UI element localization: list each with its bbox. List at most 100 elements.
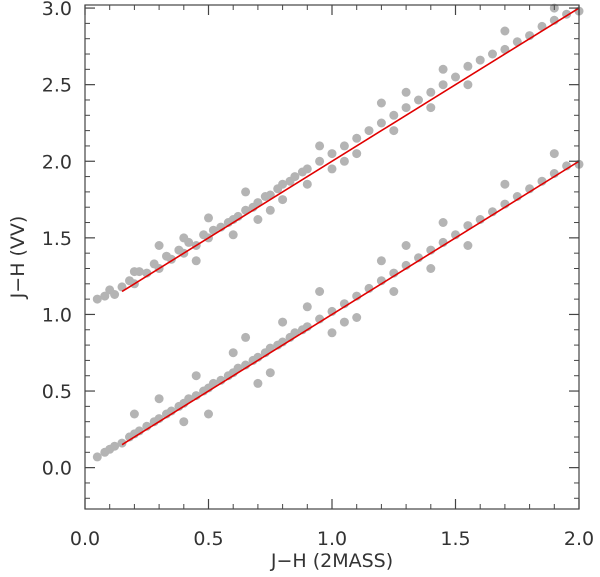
fit-line xyxy=(121,160,580,446)
data-point xyxy=(389,287,399,296)
data-point xyxy=(401,103,411,113)
data-point xyxy=(426,103,436,113)
y-tick-label: 2.5 xyxy=(42,75,72,97)
data-point xyxy=(327,328,337,338)
data-point xyxy=(463,80,473,90)
data-point xyxy=(110,290,120,299)
data-point xyxy=(401,87,411,97)
data-point xyxy=(204,409,213,419)
data-point xyxy=(475,55,485,65)
data-point xyxy=(208,225,218,235)
data-point xyxy=(208,378,218,388)
data-point xyxy=(352,313,362,322)
data-point xyxy=(278,317,288,327)
data-point xyxy=(278,179,288,189)
data-point xyxy=(191,256,201,266)
y-tick-label: 0.5 xyxy=(42,381,72,403)
y-tick-label: 1.0 xyxy=(42,304,72,326)
x-tick-label: 0.5 xyxy=(193,528,223,550)
data-point xyxy=(426,264,436,273)
data-point xyxy=(376,98,386,108)
plot-frame xyxy=(84,4,580,510)
y-axis-title: J−H (VV) xyxy=(7,216,29,300)
data-point xyxy=(290,172,300,182)
data-point xyxy=(100,291,110,301)
data-point xyxy=(253,378,263,388)
data-point xyxy=(179,417,189,427)
x-axis-title: J−H (2MASS) xyxy=(270,550,393,572)
y-tick-label: 3.0 xyxy=(42,0,72,20)
x-tick-label: 1.5 xyxy=(440,528,470,550)
data-point xyxy=(376,118,386,128)
data-point xyxy=(389,126,399,136)
data-point xyxy=(265,205,275,215)
data-point xyxy=(315,287,325,296)
data-point xyxy=(426,87,436,97)
data-point xyxy=(488,49,497,59)
data-point xyxy=(241,187,251,197)
data-point xyxy=(228,348,238,358)
data-point xyxy=(302,302,312,312)
data-point xyxy=(278,195,288,205)
data-point xyxy=(339,317,349,327)
data-point xyxy=(290,328,300,338)
data-point xyxy=(451,72,460,82)
data-point xyxy=(154,394,164,404)
data-point xyxy=(352,133,362,143)
data-point xyxy=(179,233,189,243)
data-point xyxy=(500,179,510,189)
data-point xyxy=(327,164,337,174)
data-point xyxy=(253,198,263,208)
data-point xyxy=(463,241,473,250)
data-point xyxy=(364,126,374,136)
data-point xyxy=(117,438,127,448)
data-point xyxy=(184,394,194,404)
data-point xyxy=(352,149,362,159)
data-point xyxy=(438,64,448,74)
data-point xyxy=(302,164,312,174)
x-tick-label: 2.0 xyxy=(564,528,594,550)
data-point xyxy=(265,343,275,353)
data-point xyxy=(191,371,201,381)
x-tick-label: 1.0 xyxy=(317,528,347,550)
y-tick-label: 1.5 xyxy=(42,228,72,250)
data-point xyxy=(204,213,213,223)
data-point xyxy=(92,294,102,304)
data-point xyxy=(110,441,120,451)
data-point xyxy=(315,156,325,166)
data-point xyxy=(500,26,510,36)
fit-line xyxy=(121,7,580,293)
tick-labels-layer: 0.0 0.5 1.0 1.5 2.0 0.0 0.5 1.0 1.5 2.0 2.5 3.0 xyxy=(42,0,594,550)
data-point xyxy=(414,95,423,105)
data-point xyxy=(339,141,349,151)
data-point xyxy=(253,215,263,224)
data-point xyxy=(129,267,139,277)
data-point xyxy=(154,241,164,250)
ticks-layer xyxy=(84,5,580,509)
data-point xyxy=(537,21,547,31)
data-point xyxy=(549,149,559,159)
data-point xyxy=(438,80,448,90)
data-point xyxy=(129,409,139,419)
data-point xyxy=(315,141,325,151)
data-point xyxy=(376,256,386,266)
data-point xyxy=(438,218,448,227)
fit-lines-layer xyxy=(121,7,580,446)
data-point xyxy=(463,61,473,71)
data-point xyxy=(339,156,349,166)
data-point xyxy=(500,44,510,54)
data-point xyxy=(117,282,127,292)
points-layer xyxy=(92,3,584,462)
data-point xyxy=(265,368,275,378)
y-tick-label: 0.0 xyxy=(42,458,72,480)
y-tick-label: 2.0 xyxy=(42,151,72,173)
data-point xyxy=(92,452,102,462)
data-point xyxy=(389,110,399,120)
data-point xyxy=(327,149,337,159)
x-tick-label: 0.0 xyxy=(70,528,100,550)
data-point xyxy=(302,179,312,189)
data-point xyxy=(401,241,411,250)
data-point xyxy=(228,230,238,240)
data-point xyxy=(241,332,251,342)
